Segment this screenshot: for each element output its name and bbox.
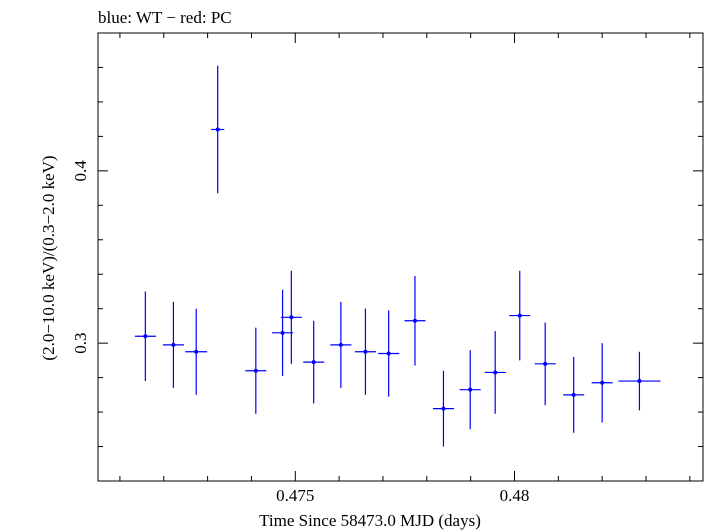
x-tick-label: 0.48	[500, 486, 530, 505]
point-marker	[493, 370, 498, 375]
data-point	[162, 301, 184, 388]
point-marker	[637, 379, 642, 384]
data-point	[563, 356, 585, 433]
point-marker	[289, 315, 294, 320]
point-marker	[543, 361, 548, 366]
point-marker	[311, 360, 316, 365]
data-point	[211, 65, 225, 194]
y-axis: 0.3 0.4	[71, 32, 703, 482]
point-marker	[194, 349, 199, 354]
data-point	[134, 291, 156, 382]
x-axis: 0.475 0.48	[119, 33, 691, 505]
data-point	[404, 275, 426, 366]
y-axis-label: (2.0−10.0 keV)/(0.3−2.0 keV)	[39, 155, 58, 360]
x-axis-label: Time Since 58473.0 MJD (days)	[259, 511, 481, 530]
point-marker	[571, 392, 576, 397]
data-point	[330, 301, 352, 388]
data-point	[459, 350, 481, 430]
data-point	[245, 327, 267, 414]
x-tick-label: 0.475	[276, 486, 314, 505]
data-point	[272, 289, 294, 376]
point-marker	[253, 368, 258, 373]
point-marker	[143, 334, 148, 339]
point-marker	[363, 349, 368, 354]
data-point	[303, 320, 325, 404]
point-marker	[280, 330, 285, 335]
data-point	[509, 270, 531, 361]
y-tick-label: 0.4	[71, 160, 90, 182]
data-point	[591, 343, 613, 423]
data-point	[618, 351, 661, 411]
point-marker	[338, 342, 343, 347]
data-point	[185, 308, 208, 395]
y-tick-label: 0.3	[71, 333, 90, 354]
data-series	[134, 65, 661, 447]
point-marker	[215, 127, 220, 132]
chart-title: blue: WT − red: PC	[98, 8, 232, 27]
point-marker	[600, 380, 605, 385]
data-point	[280, 270, 302, 364]
plot-frame	[97, 32, 704, 482]
point-marker	[441, 406, 446, 411]
point-marker	[468, 387, 473, 392]
point-marker	[386, 351, 391, 356]
data-point	[534, 322, 556, 406]
point-marker	[517, 313, 522, 318]
data-point	[484, 331, 506, 414]
data-point	[378, 310, 400, 397]
point-marker	[171, 342, 176, 347]
point-marker	[412, 318, 417, 323]
data-point	[354, 308, 376, 395]
data-point	[432, 370, 454, 447]
